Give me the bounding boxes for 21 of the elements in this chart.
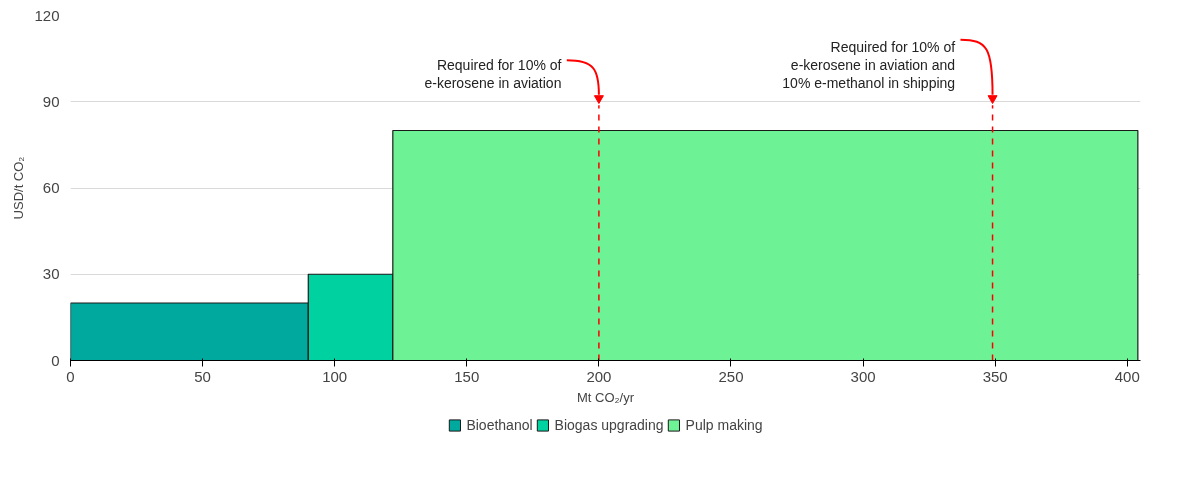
x-tick-label: 350	[982, 367, 1008, 385]
y-tick-label: 30	[42, 265, 60, 283]
ref-line-label: Required for 10% of e-kerosene in aviation	[424, 57, 562, 92]
legend-label: Pulp making	[685, 417, 763, 433]
x-tick-label: 250	[718, 367, 744, 385]
x-tick-label: 400	[1114, 367, 1140, 385]
x-tick-label: 100	[322, 367, 348, 385]
legend-label: Biogas upgrading	[554, 417, 664, 433]
y-axis-title: USD/t CO₂	[11, 156, 27, 220]
y-tick-label: 90	[42, 92, 60, 110]
x-tick-label: 200	[586, 367, 612, 385]
x-axis-title: Mt CO₂/yr	[576, 389, 635, 405]
x-tick-label: 50	[194, 367, 211, 385]
x-tick-label: 150	[454, 367, 480, 385]
y-tick-label: 60	[42, 179, 60, 196]
ref-line-label: Required for 10% of e-kerosene in aviation and 10% e-methanol in shipping	[782, 38, 956, 92]
x-tick-label: 300	[850, 367, 876, 385]
y-tick-label: 120	[34, 6, 60, 24]
x-tick-label: 0	[66, 367, 75, 385]
legend-label: Bioethanol	[466, 417, 533, 433]
y-tick-label: 0	[51, 351, 60, 369]
